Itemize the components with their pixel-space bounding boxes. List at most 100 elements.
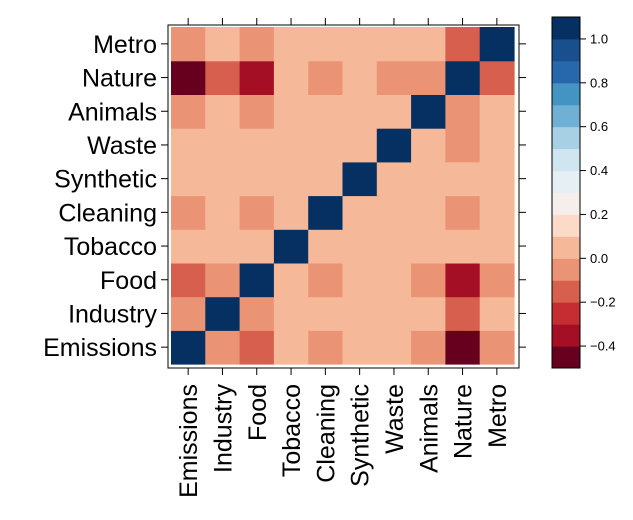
heatmap-cell-industry-waste xyxy=(376,296,412,331)
heatmap-cell-waste-tobacco xyxy=(273,128,309,163)
heatmap-cells xyxy=(171,27,515,365)
heatmap-cell-emissions-metro xyxy=(479,330,515,365)
heatmap-cell-waste-waste xyxy=(376,128,412,163)
heatmap-cell-emissions-industry xyxy=(205,330,241,365)
heatmap-cell-food-waste xyxy=(376,262,412,298)
heatmap-cell-synthetic-emissions xyxy=(171,161,206,197)
heatmap-cell-cleaning-animals xyxy=(411,195,446,230)
heatmap-cell-animals-tobacco xyxy=(273,94,309,129)
heatmap-cell-cleaning-metro xyxy=(479,195,515,230)
x-label-tobacco: Tobacco xyxy=(278,384,306,477)
colorbar-band-5 xyxy=(552,236,580,259)
x-label-nature: Nature xyxy=(450,384,478,459)
heatmap-cell-synthetic-cleaning xyxy=(308,161,344,197)
heatmap-cell-waste-nature xyxy=(445,128,481,163)
x-label-food: Food xyxy=(244,384,272,441)
heatmap-cell-nature-metro xyxy=(479,60,515,95)
colorbar-tick-label-2: 0.6 xyxy=(590,119,608,134)
heatmap-cell-cleaning-cleaning xyxy=(308,195,344,230)
heatmap-cell-industry-industry xyxy=(205,296,241,331)
heatmap-cell-food-tobacco xyxy=(273,262,309,298)
heatmap-cell-industry-nature xyxy=(445,296,481,331)
heatmap-cell-metro-food xyxy=(239,27,275,62)
heatmap-cell-tobacco-animals xyxy=(411,229,446,264)
colorbar-band-9 xyxy=(552,148,580,172)
heatmap-cell-nature-cleaning xyxy=(308,60,344,95)
colorbar-tick-label-6: −0.2 xyxy=(590,295,616,310)
colorbar-band-1 xyxy=(552,324,580,347)
heatmap-cell-emissions-animals xyxy=(411,330,446,365)
heatmap-cell-metro-nature xyxy=(445,27,481,62)
heatmap-cell-tobacco-metro xyxy=(479,229,515,264)
x-label-animals: Animals xyxy=(415,384,443,473)
heatmap-cell-metro-cleaning xyxy=(308,27,344,62)
heatmap-cell-tobacco-synthetic xyxy=(342,229,378,264)
colorbar-tick-label-1: 0.8 xyxy=(590,75,608,90)
colorbar-band-7 xyxy=(552,192,580,215)
x-label-emissions: Emissions xyxy=(175,384,203,498)
colorbar-tick-label-3: 0.4 xyxy=(590,163,608,178)
heatmap-cell-waste-emissions xyxy=(171,128,206,163)
heatmap-cell-metro-waste xyxy=(376,27,412,62)
heatmap-cell-industry-tobacco xyxy=(273,296,309,331)
x-label-metro: Metro xyxy=(484,384,512,448)
heatmap-cell-industry-cleaning xyxy=(308,296,344,331)
heatmap-cell-tobacco-cleaning xyxy=(308,229,344,264)
heatmap-cell-tobacco-tobacco xyxy=(273,229,309,264)
heatmap-cell-synthetic-food xyxy=(239,161,275,197)
colorbar-band-0 xyxy=(552,346,580,369)
heatmap-cell-nature-industry xyxy=(205,60,241,95)
heatmap-cell-food-nature xyxy=(445,262,481,298)
x-label-waste: Waste xyxy=(381,384,409,454)
heatmap-cell-waste-synthetic xyxy=(342,128,378,163)
heatmap-cell-animals-cleaning xyxy=(308,94,344,129)
heatmap-cell-industry-emissions xyxy=(171,296,206,331)
y-label-tobacco: Tobacco xyxy=(64,233,157,261)
heatmap-cell-synthetic-industry xyxy=(205,161,241,197)
colorbar-band-11 xyxy=(552,104,580,128)
y-label-waste: Waste xyxy=(87,132,157,160)
y-label-cleaning: Cleaning xyxy=(58,199,157,227)
heatmap-cell-metro-animals xyxy=(411,27,446,62)
heatmap-cell-metro-emissions xyxy=(171,27,206,62)
colorbar-band-14 xyxy=(552,38,580,62)
heatmap-cell-food-synthetic xyxy=(342,262,378,298)
heatmap-cell-metro-industry xyxy=(205,27,241,62)
heatmap-cell-industry-synthetic xyxy=(342,296,378,331)
y-label-synthetic: Synthetic xyxy=(54,166,157,194)
heatmap-cell-emissions-waste xyxy=(376,330,412,365)
heatmap-cell-emissions-cleaning xyxy=(308,330,344,365)
heatmap-cell-animals-nature xyxy=(445,94,481,129)
colorbar-band-6 xyxy=(552,214,580,237)
heatmap-cell-cleaning-nature xyxy=(445,195,481,230)
heatmap-cell-tobacco-nature xyxy=(445,229,481,264)
heatmap-cell-synthetic-metro xyxy=(479,161,515,197)
heatmap-cell-industry-food xyxy=(239,296,275,331)
heatmap-cell-tobacco-emissions xyxy=(171,229,206,264)
heatmap-cell-metro-metro xyxy=(479,27,515,62)
heatmap-cell-animals-waste xyxy=(376,94,412,129)
heatmap-cell-emissions-nature xyxy=(445,330,481,365)
heatmap-cell-tobacco-food xyxy=(239,229,275,264)
x-tick-labels: Emissions Industry Food Tobacco Cleaning Synt… xyxy=(175,384,512,498)
heatmap-cell-nature-synthetic xyxy=(342,60,378,95)
heatmap-cell-tobacco-industry xyxy=(205,229,241,264)
y-label-metro: Metro xyxy=(93,31,157,59)
y-label-emissions: Emissions xyxy=(43,334,157,362)
heatmap-cell-waste-food xyxy=(239,128,275,163)
heatmap-cell-waste-metro xyxy=(479,128,515,163)
y-label-food: Food xyxy=(100,267,157,295)
heatmap-cell-synthetic-synthetic xyxy=(342,161,378,197)
heatmap-cell-synthetic-animals xyxy=(411,161,446,197)
plot-frame xyxy=(167,24,520,369)
heatmap-cell-industry-animals xyxy=(411,296,446,331)
heatmap-cell-synthetic-nature xyxy=(445,161,481,197)
heatmap-cell-food-metro xyxy=(479,262,515,298)
y-label-nature: Nature xyxy=(82,65,157,93)
heatmap-cell-nature-tobacco xyxy=(273,60,309,95)
y-label-animals: Animals xyxy=(68,98,157,126)
heatmap-cell-food-food xyxy=(239,262,275,298)
heatmap-cell-food-emissions xyxy=(171,262,206,298)
y-label-industry: Industry xyxy=(68,300,157,328)
